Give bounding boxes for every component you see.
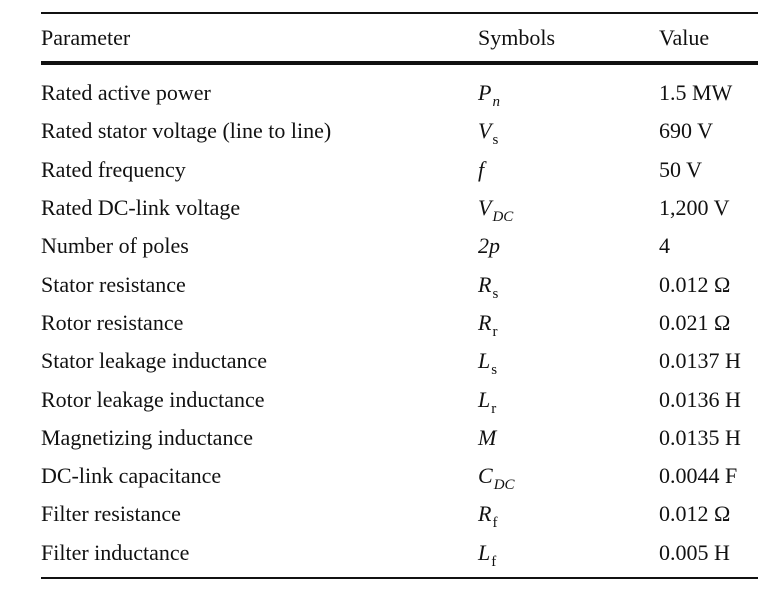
table-top-rule [41, 12, 758, 14]
table-row: Rated stator voltage (line to line) Vs 690… [41, 112, 758, 150]
value-cell: 0.012 Ω [659, 271, 731, 297]
value-cell: 0.0137 H [659, 348, 741, 374]
symbol-subscript: f [491, 553, 497, 570]
value-cell: 1.5 MW [659, 80, 733, 106]
symbol-cell: Lr [478, 386, 659, 416]
table-row: DC-link capacitance CDC 0.0044 F [41, 457, 758, 495]
symbol-subscript: DC [492, 209, 514, 226]
symbol-subscript: DC [493, 477, 515, 494]
symbol-cell: M [478, 424, 659, 450]
symbol-main: 2p [478, 233, 500, 259]
table-row: Filter resistance Rf 0.012 Ω [41, 495, 758, 533]
symbol-cell: Lf [478, 539, 659, 569]
symbol-cell: Ls [478, 348, 659, 378]
table-row: Magnetizing inductance M 0.0135 H [41, 419, 758, 457]
symbol-cell: CDC [478, 463, 659, 493]
parameter-cell: Rated frequency [41, 156, 186, 182]
table-row: Rated frequency f 50 V [41, 151, 758, 189]
parameter-cell: Rotor leakage inductance [41, 386, 265, 412]
value-cell: 1,200 V [659, 195, 730, 221]
table-row: Rated active power Pn 1.5 MW [41, 74, 758, 112]
value-cell: 0.0044 F [659, 463, 738, 489]
symbol-main: R [478, 271, 492, 297]
symbol-subscript: r [492, 323, 498, 340]
header-value: Value [659, 24, 710, 50]
parameter-cell: Rated DC-link voltage [41, 195, 241, 221]
symbol-subscript: r [491, 400, 497, 417]
symbol-main: L [478, 386, 491, 412]
symbol-main: M [478, 424, 497, 450]
value-cell: 0.0135 H [659, 424, 741, 450]
symbol-main: P [478, 80, 492, 106]
symbol-main: C [478, 463, 493, 489]
table-row: Stator leakage inductance Ls 0.0137 H [41, 342, 758, 380]
parameter-table: Parameter Symbols Value Rated active pow… [41, 12, 758, 579]
symbol-subscript: s [492, 285, 499, 302]
parameter-cell: Filter inductance [41, 539, 190, 565]
parameter-cell: Magnetizing inductance [41, 424, 253, 450]
table-row: Rotor leakage inductance Lr 0.0136 H [41, 380, 758, 418]
parameter-cell: Filter resistance [41, 501, 181, 527]
table-row: Rated DC-link voltage VDC 1,200 V [41, 189, 758, 227]
symbol-subscript: s [492, 132, 499, 149]
symbol-cell: VDC [478, 195, 659, 225]
value-cell: 0.005 H [659, 539, 730, 565]
symbol-cell: Rs [478, 271, 659, 301]
table-row: Filter inductance Lf 0.005 H [41, 534, 758, 572]
symbol-subscript: f [492, 515, 498, 532]
parameter-cell: Stator leakage inductance [41, 348, 268, 374]
symbol-cell: Rr [478, 309, 659, 339]
parameter-cell: Number of poles [41, 233, 189, 259]
value-cell: 50 V [659, 156, 702, 182]
symbol-cell: 2p [478, 235, 659, 257]
parameter-cell: DC-link capacitance [41, 463, 222, 489]
symbol-main: f [478, 156, 485, 182]
symbol-main: R [478, 309, 492, 335]
symbol-cell: f [478, 156, 659, 182]
header-parameter: Parameter [41, 24, 131, 50]
symbol-cell: Rf [478, 501, 659, 531]
table-row: Stator resistance Rs 0.012 Ω [41, 265, 758, 303]
table-header-row: Parameter Symbols Value [41, 14, 758, 61]
header-symbols: Symbols [478, 24, 556, 50]
value-cell: 690 V [659, 118, 713, 144]
value-cell: 4 [659, 233, 670, 259]
symbol-main: V [478, 118, 492, 144]
symbol-main: R [478, 501, 492, 527]
value-cell: 0.021 Ω [659, 309, 731, 335]
parameter-cell: Rated stator voltage (line to line) [41, 118, 332, 144]
parameter-cell: Rotor resistance [41, 309, 184, 335]
table-body: Rated active power Pn 1.5 MW Rated stator v… [41, 65, 758, 577]
symbol-main: V [478, 195, 492, 221]
table-row: Rotor resistance Rr 0.021 Ω [41, 304, 758, 342]
table-header-rule [41, 61, 758, 65]
value-cell: 0.012 Ω [659, 501, 731, 527]
symbol-cell: Vs [478, 118, 659, 148]
symbol-subscript: n [492, 94, 500, 111]
symbol-main: L [478, 539, 491, 565]
value-cell: 0.0136 H [659, 386, 741, 412]
table-bottom-rule [41, 576, 758, 579]
symbol-subscript: s [491, 362, 498, 379]
parameter-cell: Rated active power [41, 80, 211, 106]
parameter-cell: Stator resistance [41, 271, 186, 297]
table-row: Number of poles 2p 4 [41, 227, 758, 265]
symbol-main: L [478, 348, 491, 374]
symbol-cell: Pn [478, 80, 659, 110]
